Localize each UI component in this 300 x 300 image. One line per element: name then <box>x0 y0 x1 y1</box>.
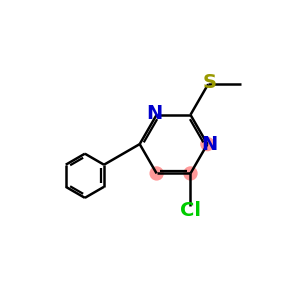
Text: Cl: Cl <box>180 201 201 220</box>
Circle shape <box>184 167 197 180</box>
Text: N: N <box>146 104 162 123</box>
Text: N: N <box>201 135 217 154</box>
Circle shape <box>201 138 214 151</box>
Circle shape <box>150 167 163 180</box>
Text: S: S <box>202 73 217 92</box>
